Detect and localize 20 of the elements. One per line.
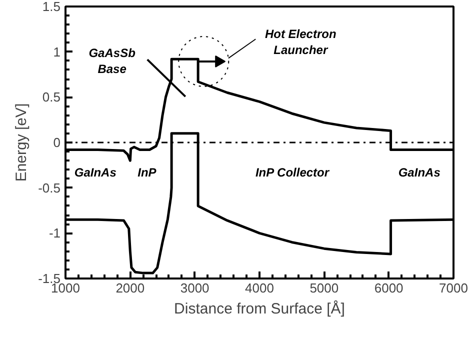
x-tick-label: 6000 — [374, 280, 404, 296]
y-tick-label: -0.5 — [38, 180, 61, 196]
annotation: GaInAs — [74, 165, 117, 180]
y-tick-label: 0 — [53, 135, 61, 150]
annotation: GaInAs — [398, 165, 441, 180]
annotation: Hot Electron Launcher — [264, 26, 336, 57]
y-tick-label: 1 — [53, 44, 61, 60]
annotation: InP — [138, 165, 158, 180]
y-axis-title: Energy [eV] — [13, 103, 30, 182]
x-tick-label: 3000 — [180, 280, 210, 296]
x-tick-label: 5000 — [310, 280, 339, 296]
annotation: GaAsSb Base — [88, 46, 136, 76]
annotation: InP Collector — [255, 165, 330, 180]
x-tick-label: 4000 — [245, 280, 274, 296]
x-tick-label: 2000 — [116, 280, 145, 296]
y-tick-label: -1 — [48, 226, 61, 241]
x-axis-title: Distance from Surface [Å] — [174, 300, 345, 318]
y-tick-label: 1.5 — [42, 0, 61, 14]
x-tick-label: 7000 — [439, 280, 468, 296]
y-tick-label: 0.5 — [42, 90, 61, 105]
